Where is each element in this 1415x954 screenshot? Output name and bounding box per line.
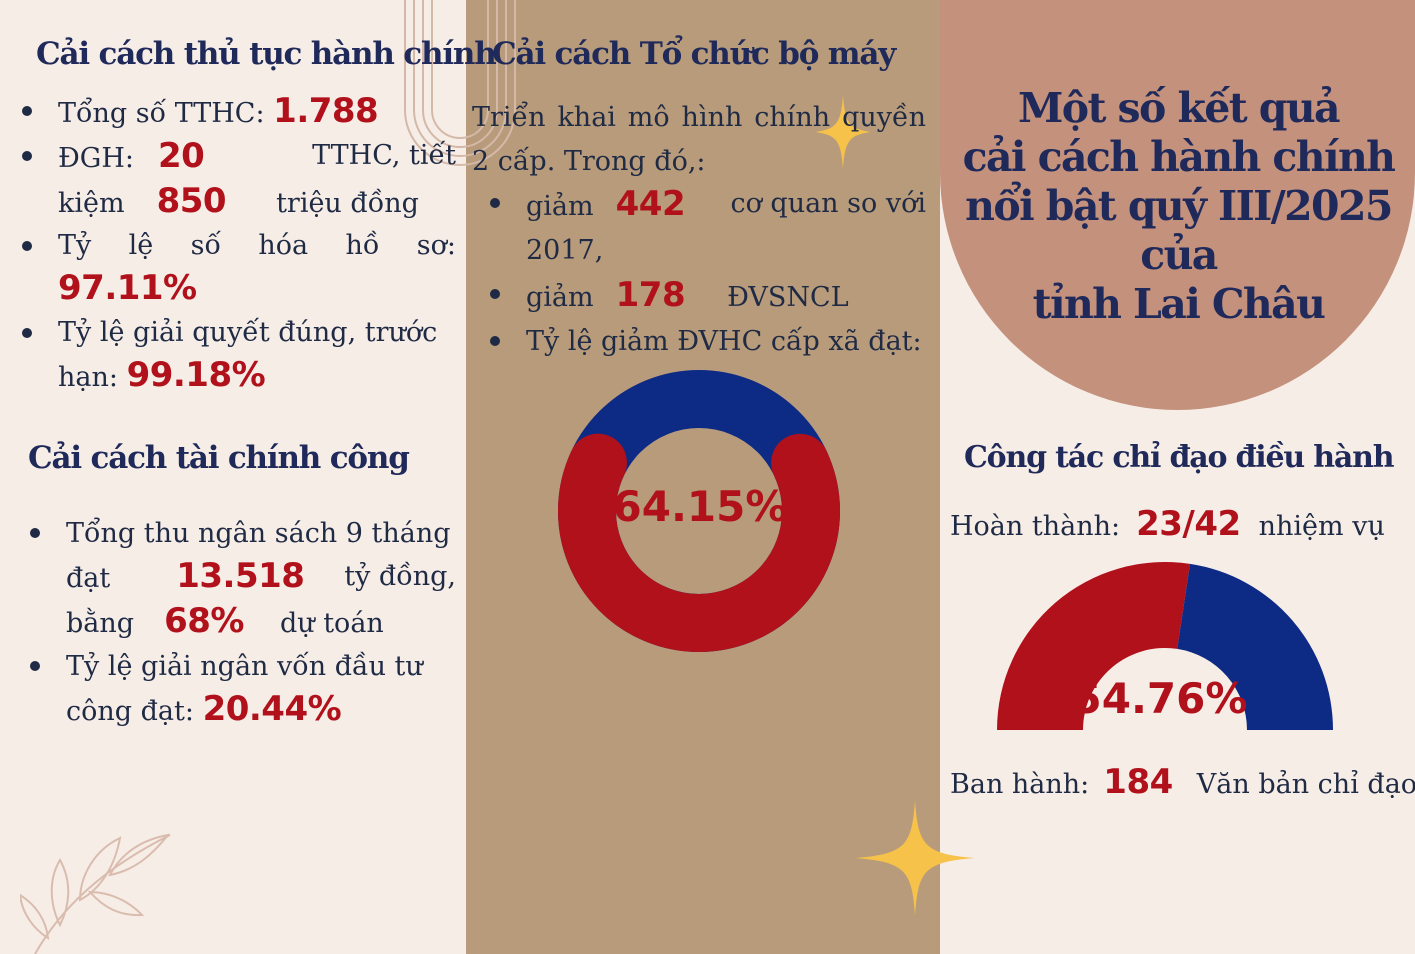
list-item: Tổng số TTHC: 1.788 [22, 90, 456, 135]
savings-value: 850 [156, 181, 227, 221]
list-item: ĐGH: 20 TTHC, tiết kiệm 850 triệu đồng [22, 135, 456, 225]
issued-documents-value: 184 [1103, 762, 1173, 802]
direction-title: Công tác chỉ đạo điều hành [964, 440, 1395, 475]
sparkle-icon [855, 800, 975, 916]
completed-row: Hoàn thành: 23/42 nhiệm vụ [950, 504, 1385, 544]
total-procedures-value: 1.788 [273, 91, 379, 131]
middle-column-background [466, 0, 940, 954]
completed-tasks-value: 23/42 [1136, 504, 1241, 544]
disbursement-value: 20.44% [202, 689, 342, 729]
admin-procedures-list: Tổng số TTHC: 1.788 ĐGH: 20 TTHC, tiết kiệ… [22, 90, 456, 399]
completion-semicircle-chart [997, 562, 1333, 730]
list-item: Tổng thu ngân sách 9 tháng đạt 13.518 tỷ đ… [30, 512, 456, 645]
units-reduced-value: 178 [615, 275, 686, 315]
donut-value-slice [558, 370, 840, 652]
organization-title: Cải cách Tổ chức bộ máy [492, 36, 896, 72]
commune-reduction-donut-chart [558, 370, 840, 652]
title-blob [940, 0, 1415, 410]
commune-reduction-percent: 64.15% [612, 482, 788, 531]
digitization-value: 97.11% [58, 268, 197, 308]
agencies-reduced-value: 442 [615, 184, 686, 224]
organization-intro: Triển khai mô hình chính quyền 2 cấp. Tr… [472, 102, 926, 177]
list-item: giảm 178 ĐVSNCL [490, 273, 926, 320]
leaf-branch-icon [20, 833, 171, 954]
list-item: Tỷ lệ số hóa hồ sơ: 97.11% [22, 225, 456, 312]
list-item: giảm 442 cơ quan so với 2017, [490, 182, 926, 273]
list-item: Tỷ lệ giải quyết đúng, trước hạn: 99.18% [22, 312, 456, 399]
public-finance-list: Tổng thu ngân sách 9 tháng đạt 13.518 tỷ đ… [30, 512, 456, 733]
admin-procedures-title: Cải cách thủ tục hành chính [36, 36, 497, 72]
public-finance-title: Cải cách tài chính công [28, 440, 410, 476]
list-item: Tỷ lệ giải ngân vốn đầu tư công đạt: 20.… [30, 645, 456, 733]
completion-percent: 54.76% [1072, 674, 1248, 723]
revenue-value: 13.518 [176, 556, 305, 596]
main-title: Một số kết quả cải cách hành chính nổi b… [962, 84, 1396, 328]
list-item: Tỷ lệ giảm ĐVHC cấp xã đạt: [490, 320, 926, 364]
decorative-arcs-icon [404, 0, 516, 166]
estimate-value: 68% [164, 601, 244, 641]
organization-list: giảm 442 cơ quan so với 2017, giảm 178 ĐVSNC… [490, 182, 926, 364]
sparkle-icon [815, 95, 871, 169]
issued-row: Ban hành: 184 Văn bản chỉ đạo [950, 762, 1415, 802]
dgh-value: 20 [158, 136, 205, 176]
gauge-remaining-slice [1177, 563, 1333, 730]
gauge-value-slice [997, 562, 1191, 730]
on-time-value: 99.18% [126, 355, 266, 395]
